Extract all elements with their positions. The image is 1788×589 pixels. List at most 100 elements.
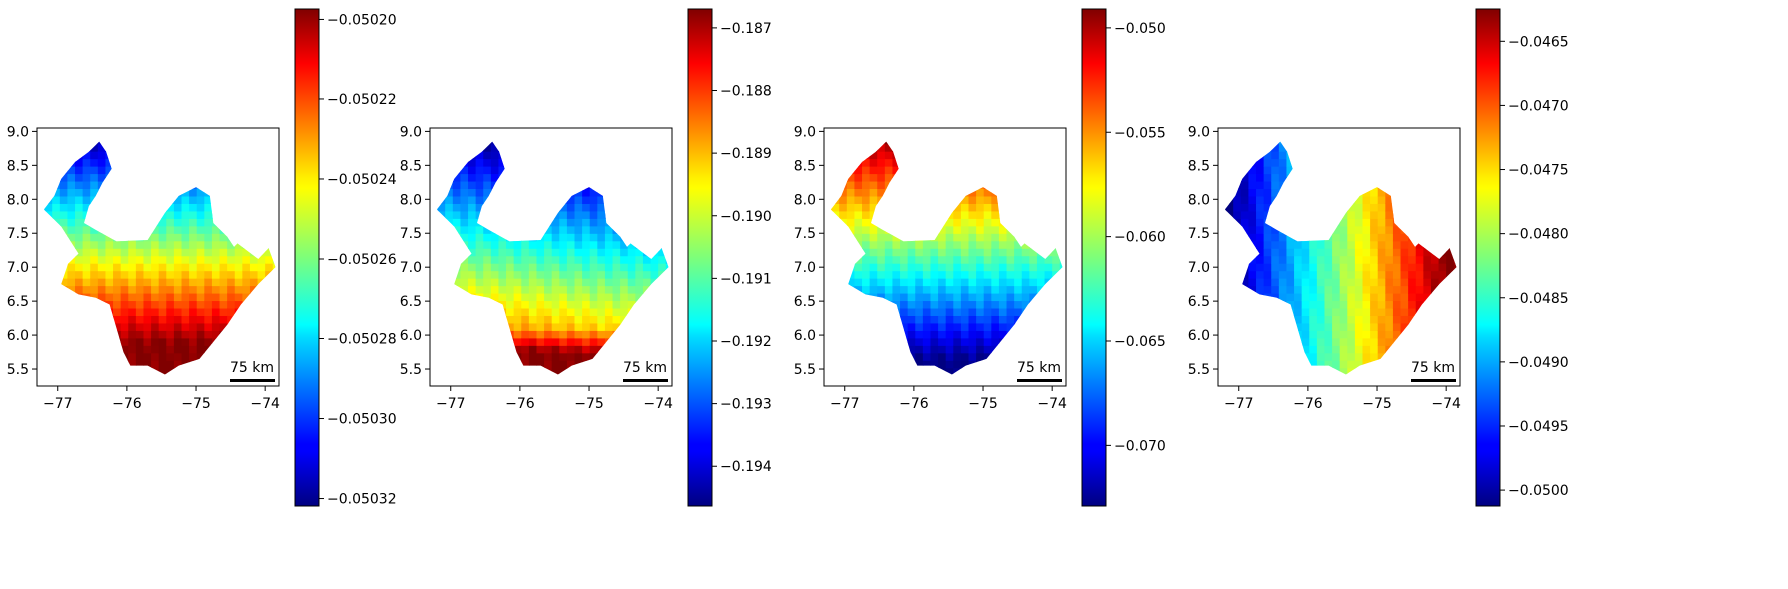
municipality-cell [1370, 203, 1379, 212]
municipality-cell [1006, 255, 1015, 264]
municipality-cell [490, 173, 500, 182]
municipality-cell [938, 225, 947, 234]
municipality-cell [1377, 337, 1386, 346]
municipality-cell [189, 263, 198, 272]
municipality-cell [1385, 330, 1394, 339]
municipality-cell [151, 270, 160, 279]
y-tick-label: 5.5 [400, 362, 422, 378]
municipality-cell [1354, 345, 1364, 354]
municipality-cell [1370, 292, 1379, 302]
municipality-cell [998, 255, 1008, 264]
municipality-cell [998, 263, 1008, 272]
municipality-cell [59, 218, 69, 227]
municipality-cell [1036, 263, 1046, 272]
municipality-cell [1278, 233, 1288, 242]
municipality-cell [1286, 285, 1295, 294]
municipality-cell [968, 345, 977, 354]
municipality-cell [90, 255, 99, 264]
municipality-cell [551, 307, 560, 316]
municipality-cell [1370, 218, 1379, 227]
municipality-cell [490, 292, 500, 302]
municipality-cell [642, 263, 652, 272]
municipality-cell [490, 143, 500, 152]
municipality-cell [1438, 255, 1447, 264]
municipality-cell [877, 292, 886, 302]
municipality-cell [1347, 330, 1356, 339]
municipality-cell [1423, 292, 1432, 302]
municipality-cell [1354, 315, 1364, 324]
municipality-cell [211, 248, 221, 257]
municipality-cell [189, 307, 198, 316]
municipality-cell [900, 270, 909, 279]
municipality-cell [166, 233, 175, 242]
municipality-cell [960, 203, 970, 212]
municipality-cell [1385, 270, 1394, 279]
municipality-cell [1240, 180, 1250, 190]
y-tick-label: 8.0 [400, 192, 422, 208]
municipality-cell [953, 263, 962, 272]
municipality-cell [1362, 203, 1371, 212]
municipality-cell [1324, 360, 1333, 369]
municipality-cell [1294, 315, 1303, 324]
municipality-cell [589, 315, 598, 324]
municipality-cell [574, 218, 583, 227]
scale-bar [1017, 379, 1062, 382]
municipality-cell [1271, 158, 1280, 167]
municipality-cell [968, 352, 977, 361]
municipality-cell [468, 195, 477, 204]
municipality-cell [1370, 285, 1379, 294]
municipality-cell [1278, 278, 1288, 287]
municipality-cell [189, 322, 198, 331]
municipality-cell [589, 352, 598, 361]
municipality-cell [574, 278, 583, 287]
municipality-cell [627, 263, 636, 272]
municipality-cell [135, 315, 145, 324]
municipality-cell [67, 218, 76, 227]
municipality-cell [983, 270, 992, 279]
municipality-cell [1438, 263, 1447, 272]
municipality-cell [983, 195, 992, 204]
municipality-cell [227, 263, 236, 272]
municipality-cell [869, 203, 878, 212]
municipality-cell [75, 225, 84, 234]
municipality-cell [983, 218, 992, 227]
municipality-cell [166, 263, 175, 272]
municipality-cell [468, 173, 477, 182]
municipality-cell [1256, 203, 1265, 212]
municipality-cell [1392, 240, 1402, 249]
municipality-cell [574, 300, 583, 309]
municipality-cell [877, 270, 886, 279]
municipality-cell [475, 263, 484, 272]
municipality-cell [1263, 285, 1272, 294]
municipality-cell [97, 143, 107, 152]
municipality-cell [938, 240, 947, 249]
municipality-cell [582, 248, 591, 257]
municipality-cell [234, 263, 243, 272]
municipality-cell [938, 352, 947, 361]
municipality-cell [135, 292, 145, 302]
municipality-cell [181, 218, 190, 227]
municipality-cell [1294, 255, 1303, 264]
municipality-cell [1240, 188, 1250, 197]
municipality-cell [1347, 278, 1356, 287]
municipality-cell [483, 278, 492, 287]
municipality-cell [1324, 345, 1333, 354]
municipality-cell [582, 292, 591, 302]
municipality-cell [559, 285, 568, 294]
municipality-cell [612, 248, 621, 257]
municipality-cell [536, 240, 545, 249]
municipality-cell [158, 367, 167, 375]
municipality-cell [1309, 263, 1318, 272]
municipality-cell [1248, 180, 1257, 190]
municipality-cell [536, 300, 545, 309]
municipality-cell [158, 218, 167, 227]
municipality-cell [559, 248, 568, 257]
municipality-cell [211, 270, 221, 279]
municipality-cell [1370, 315, 1379, 324]
municipality-cell [1339, 285, 1348, 294]
municipality-cell [445, 188, 454, 197]
municipality-cell [105, 292, 114, 302]
municipality-cell [90, 166, 99, 175]
municipality-cell [1286, 278, 1295, 287]
municipality-cell [1316, 345, 1326, 354]
